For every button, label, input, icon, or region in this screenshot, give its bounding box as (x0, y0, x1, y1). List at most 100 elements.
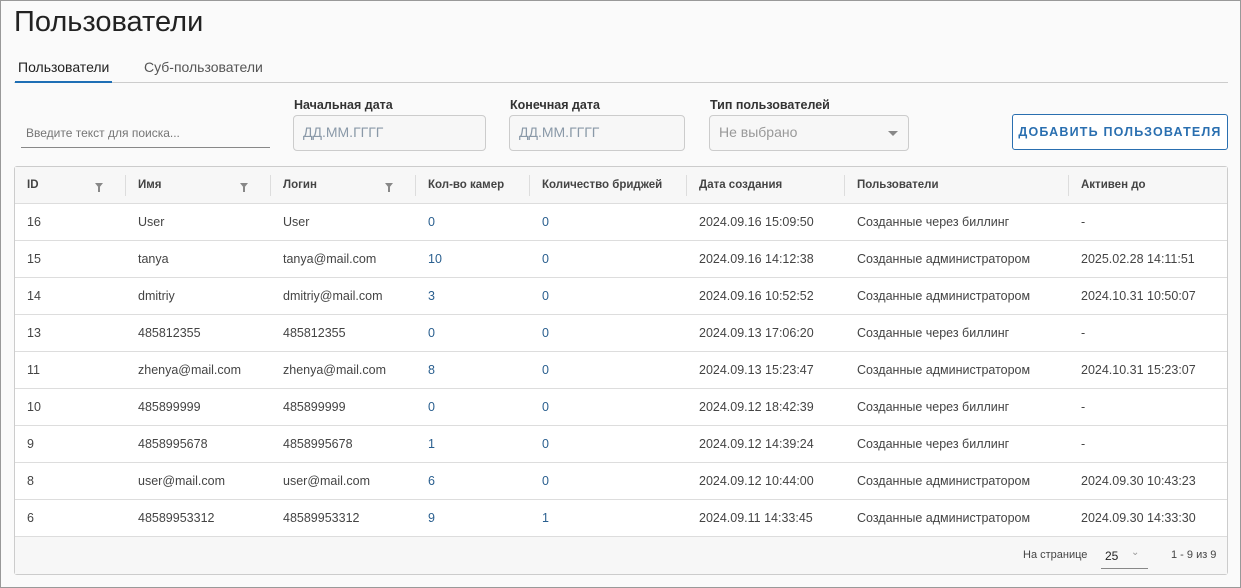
table-cell: dmitriy (138, 289, 175, 303)
tabs: Пользователи Суб-пользователи (14, 57, 1228, 83)
table-cell: 10 (27, 400, 41, 414)
table-cell: 2024.09.13 15:23:47 (699, 363, 814, 377)
filter-icon[interactable] (385, 183, 393, 192)
table-row[interactable]: 6 48589953312 48589953312 9 1 2024.09.11 14:3… (15, 500, 1227, 537)
column-header[interactable]: Кол-во камер (428, 179, 505, 191)
column-divider (415, 175, 416, 196)
table-cell: user@mail.com (283, 474, 371, 488)
table-cell: Созданные администратором (857, 252, 1031, 266)
table-cell: Созданные администратором (857, 474, 1031, 488)
dropdown-caret-icon (888, 131, 898, 136)
column-header[interactable]: Количество бриджей (542, 179, 663, 191)
column-header[interactable]: Пользователи (857, 179, 939, 191)
table-cell: 10 (428, 252, 442, 266)
table-cell: 2024.09.30 10:43:23 (1081, 474, 1196, 488)
table-cell: 2024.09.12 10:44:00 (699, 474, 814, 488)
column-header[interactable]: Имя (138, 179, 162, 191)
table-cell: 0 (542, 474, 549, 488)
table-cell: 48589953312 (138, 511, 215, 525)
pagination: На странице 25 ⌄ 1 - 9 из 9 (15, 537, 1227, 574)
table-cell: 4858995678 (283, 437, 353, 451)
table-cell: 2024.10.31 10:50:07 (1081, 289, 1196, 303)
table-cell: Созданные через биллинг (857, 215, 1010, 229)
tab-sub-users[interactable]: Суб-пользователи (144, 59, 263, 75)
search-input[interactable] (21, 119, 270, 148)
chevron-down-icon: ⌄ (1131, 547, 1140, 558)
table-cell: 2024.09.16 14:12:38 (699, 252, 814, 266)
table-cell: 0 (428, 400, 435, 414)
table-row[interactable]: 9 4858995678 4858995678 1 0 2024.09.12 14:39:… (15, 426, 1227, 463)
per-page-value: 25 (1105, 549, 1119, 563)
column-header[interactable]: Дата создания (699, 179, 783, 191)
column-divider (270, 175, 271, 196)
table-cell: 6 (27, 511, 34, 525)
table-cell: 2024.09.11 14:33:45 (699, 511, 813, 525)
table-cell: 0 (542, 326, 549, 340)
add-user-button[interactable]: ДОБАВИТЬ ПОЛЬЗОВАТЕЛЯ (1012, 114, 1228, 150)
table-cell: 2024.09.12 14:39:24 (699, 437, 814, 451)
table-cell: 2024.09.16 10:52:52 (699, 289, 814, 303)
table-cell: dmitriy@mail.com (283, 289, 383, 303)
end-date-field[interactable]: ДД.ММ.ГГГГ (509, 115, 685, 151)
table-cell: - (1081, 400, 1086, 414)
table-cell: 485812355 (138, 326, 201, 340)
page-title: Пользователи (14, 6, 204, 38)
table-cell: 2024.10.31 15:23:07 (1081, 363, 1196, 377)
table-cell: - (1081, 437, 1086, 451)
column-header[interactable]: ID (27, 179, 39, 191)
table-cell: 9 (428, 511, 435, 525)
table-cell: Созданные администратором (857, 289, 1031, 303)
table-cell: 2024.09.12 18:42:39 (699, 400, 814, 414)
per-page-select[interactable]: 25 ⌄ (1101, 541, 1148, 569)
table-cell: 16 (27, 215, 41, 229)
table-cell: 48589953312 (283, 511, 360, 525)
table-row[interactable]: 13 485812355 485812355 0 0 2024.09.13 17:06:2… (15, 315, 1227, 352)
table-header: ID Имя Логин Кол-во камер Количество бриджей… (15, 167, 1227, 204)
filter-icon[interactable] (240, 183, 248, 192)
table-row[interactable]: 15 tanya tanya@mail.com 10 0 2024.09.16 14:12… (15, 241, 1227, 278)
table-cell: 0 (428, 215, 435, 229)
table-cell: Созданные через биллинг (857, 326, 1010, 340)
table-row[interactable]: 11 zhenya@mail.com zhenya@mail.com 8 0 2024.0… (15, 352, 1227, 389)
page-range: 1 - 9 из 9 (1171, 549, 1217, 561)
table-cell: 485899999 (283, 400, 346, 414)
user-type-select[interactable]: Не выбрано (709, 115, 909, 151)
column-divider (529, 175, 530, 196)
column-divider (1068, 175, 1069, 196)
table-cell: 11 (27, 363, 40, 377)
table-row[interactable]: 8 user@mail.com user@mail.com 6 0 2024.09.12 … (15, 463, 1227, 500)
table-cell: 0 (542, 215, 549, 229)
start-date-label: Начальная дата (294, 98, 393, 112)
table-cell: 1 (428, 437, 435, 451)
column-divider (686, 175, 687, 196)
column-header[interactable]: Активен до (1081, 179, 1146, 191)
table-cell: Созданные через биллинг (857, 437, 1010, 451)
table-cell: 6 (428, 474, 435, 488)
tab-users[interactable]: Пользователи (14, 59, 113, 83)
user-type-label: Тип пользователей (710, 98, 830, 112)
column-header[interactable]: Логин (283, 179, 317, 191)
table-cell: 2025.02.28 14:11:51 (1081, 252, 1195, 266)
table-row[interactable]: 10 485899999 485899999 0 0 2024.09.12 18:42:3… (15, 389, 1227, 426)
table-cell: 0 (542, 437, 549, 451)
table-row[interactable]: 16 User User 0 0 2024.09.16 15:09:50 Созданные… (15, 204, 1227, 241)
users-table: ID Имя Логин Кол-во камер Количество бриджей… (14, 166, 1228, 575)
table-cell: User (283, 215, 310, 229)
table-cell: 0 (542, 289, 549, 303)
table-cell: 0 (542, 400, 549, 414)
table-cell: 14 (27, 289, 41, 303)
filter-icon[interactable] (95, 183, 103, 192)
table-cell: User (138, 215, 165, 229)
start-date-field[interactable]: ДД.ММ.ГГГГ (293, 115, 486, 151)
table-cell: 8 (27, 474, 34, 488)
table-cell: - (1081, 215, 1086, 229)
table-cell: 2024.09.13 17:06:20 (699, 326, 814, 340)
table-cell: 13 (27, 326, 41, 340)
table-cell: 9 (27, 437, 34, 451)
table-cell: 0 (428, 326, 435, 340)
table-cell: tanya (138, 252, 169, 266)
per-page-label: На странице (1023, 549, 1088, 561)
table-cell: 2024.09.16 15:09:50 (699, 215, 814, 229)
table-row[interactable]: 14 dmitriy dmitriy@mail.com 3 0 2024.09.16 10… (15, 278, 1227, 315)
column-divider (844, 175, 845, 196)
